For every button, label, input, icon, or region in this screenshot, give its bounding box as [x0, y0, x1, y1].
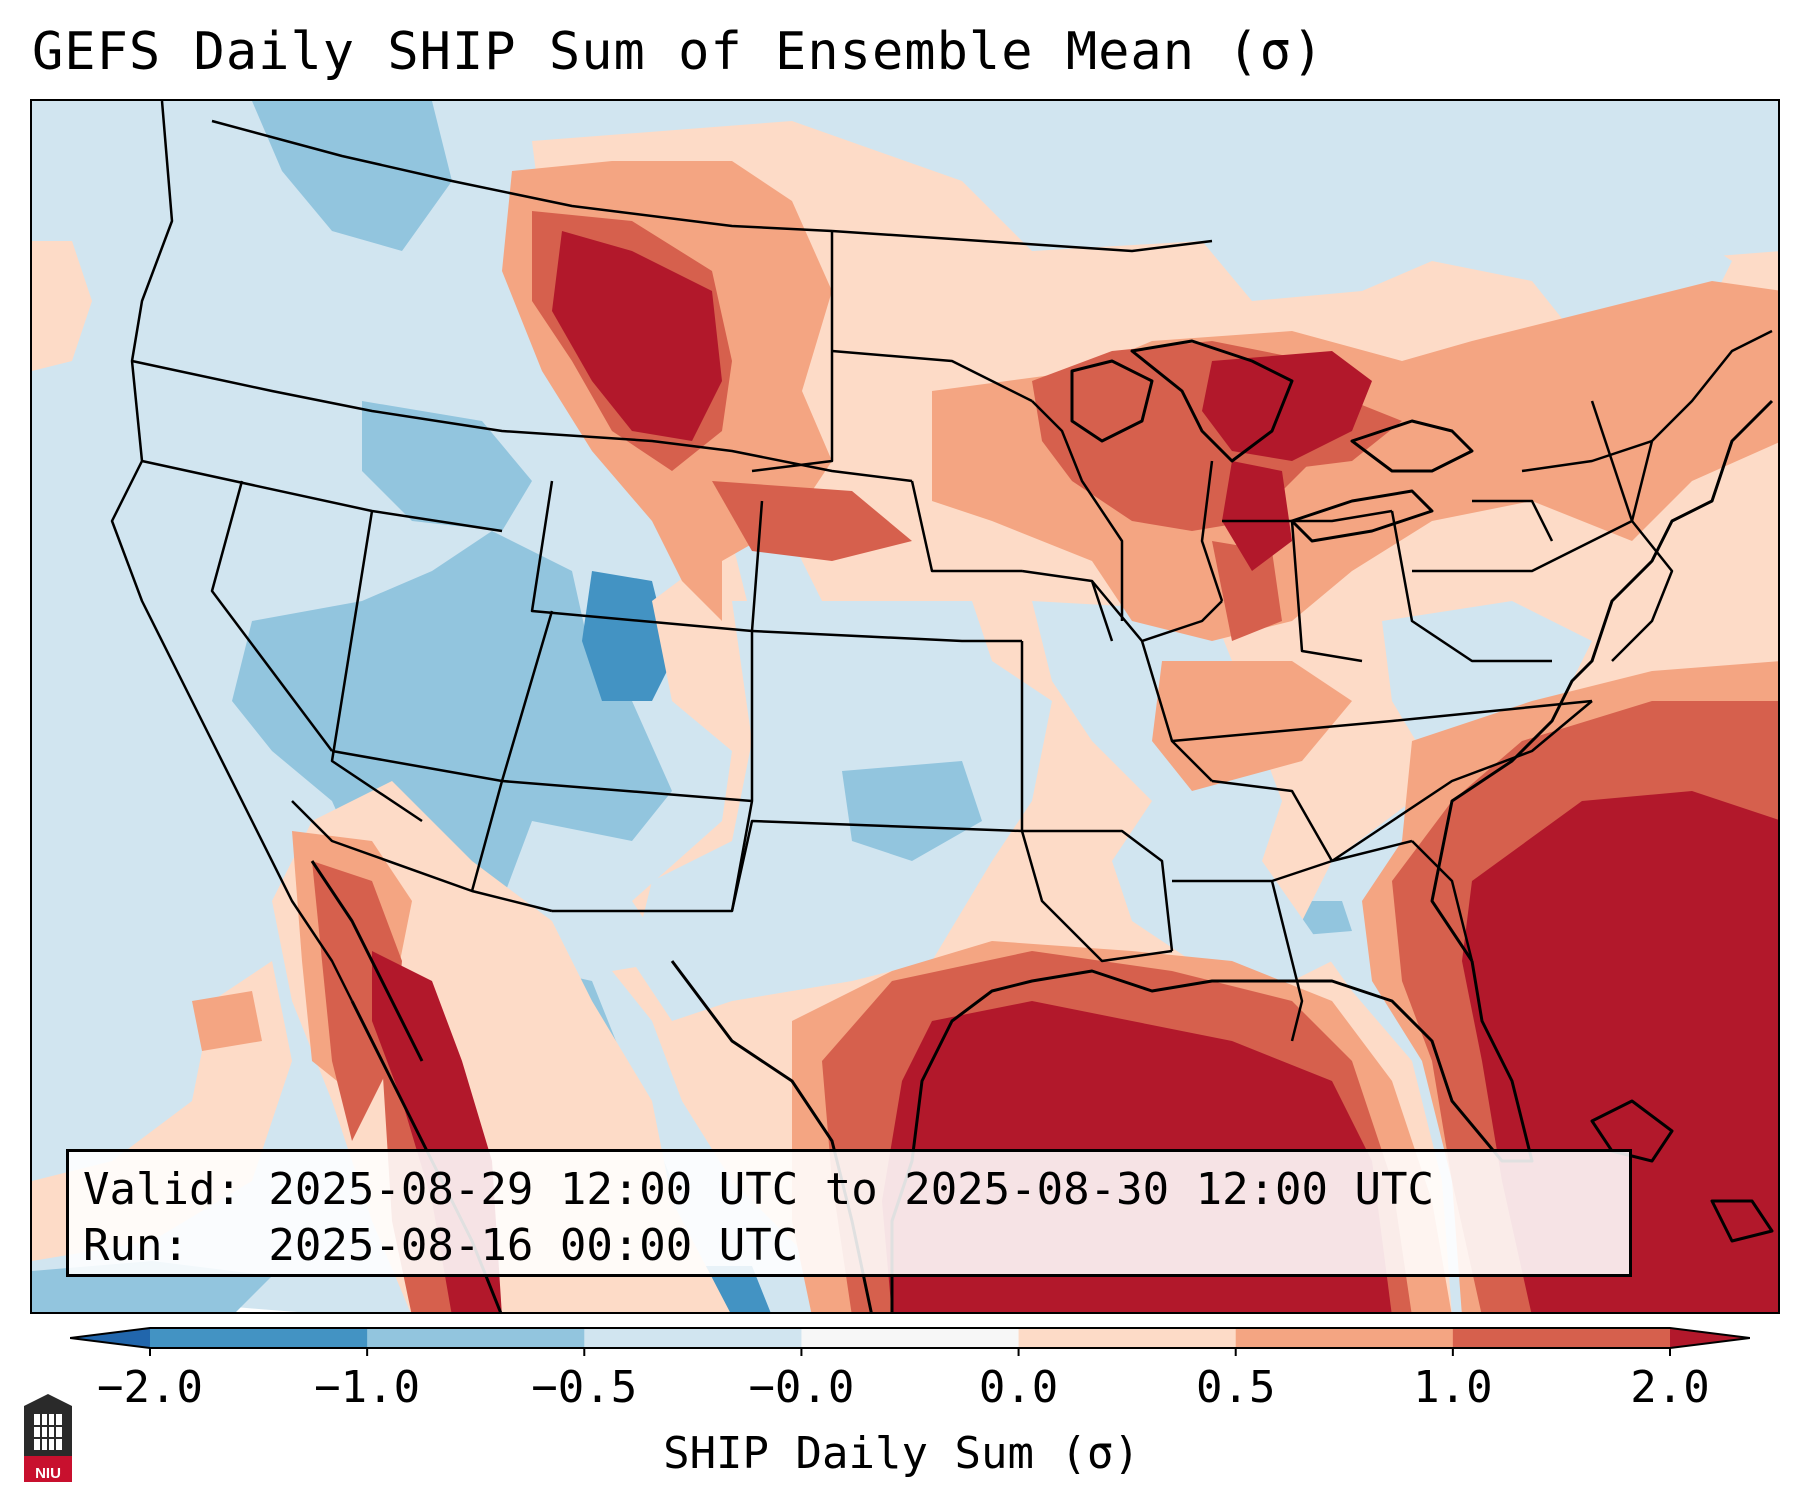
colorbar [70, 1327, 1750, 1356]
map-panel [30, 99, 1780, 1314]
colorbar-tick-label: −0.5 [531, 1362, 638, 1413]
chart-title: GEFS Daily SHIP Sum of Ensemble Mean (σ) [32, 22, 1325, 82]
colorbar-segment [1235, 1328, 1454, 1348]
colorbar-tick-label: −0.0 [748, 1362, 855, 1413]
colorbar-segment [1452, 1328, 1671, 1348]
colorbar-tick-label: 0.5 [1195, 1362, 1276, 1413]
colorbar-tick-label: 0.0 [978, 1362, 1059, 1413]
colorbar-segment [801, 1328, 1020, 1348]
colorbar-tick-label: −2.0 [97, 1362, 203, 1413]
colorbar-extend-low [70, 1328, 150, 1348]
colorbar-tick-label: −1.0 [314, 1362, 421, 1413]
colorbar-segment [1018, 1328, 1237, 1348]
state-boundaries [110, 101, 1773, 1042]
valid-time-text: Valid: 2025-08-29 12:00 UTC to 2025-08-3… [83, 1164, 1435, 1215]
shaded-map [32, 101, 1778, 1312]
niu-logo-text: NIU [35, 1465, 61, 1482]
oklahoma-low [842, 761, 982, 861]
colorbar-segment [367, 1328, 585, 1348]
valid-time-box: Valid: 2025-08-29 12:00 UTC to 2025-08-3… [66, 1149, 1632, 1277]
niu-logo-icon [24, 1394, 72, 1482]
colorbar-segment [584, 1328, 802, 1348]
run-time-text: Run: 2025-08-16 00:00 UTC [83, 1220, 799, 1271]
colorbar-tick-label: 1.0 [1413, 1362, 1493, 1413]
colorbar-extend-high [1670, 1328, 1750, 1348]
niu-logo: NIU [20, 1392, 76, 1484]
colorbar-outline [70, 1327, 1750, 1349]
colorbar-segment [150, 1328, 368, 1348]
colorbar-label: SHIP Daily Sum (σ) [663, 1428, 1140, 1479]
colorbar-tick-label: 2.0 [1630, 1362, 1710, 1413]
